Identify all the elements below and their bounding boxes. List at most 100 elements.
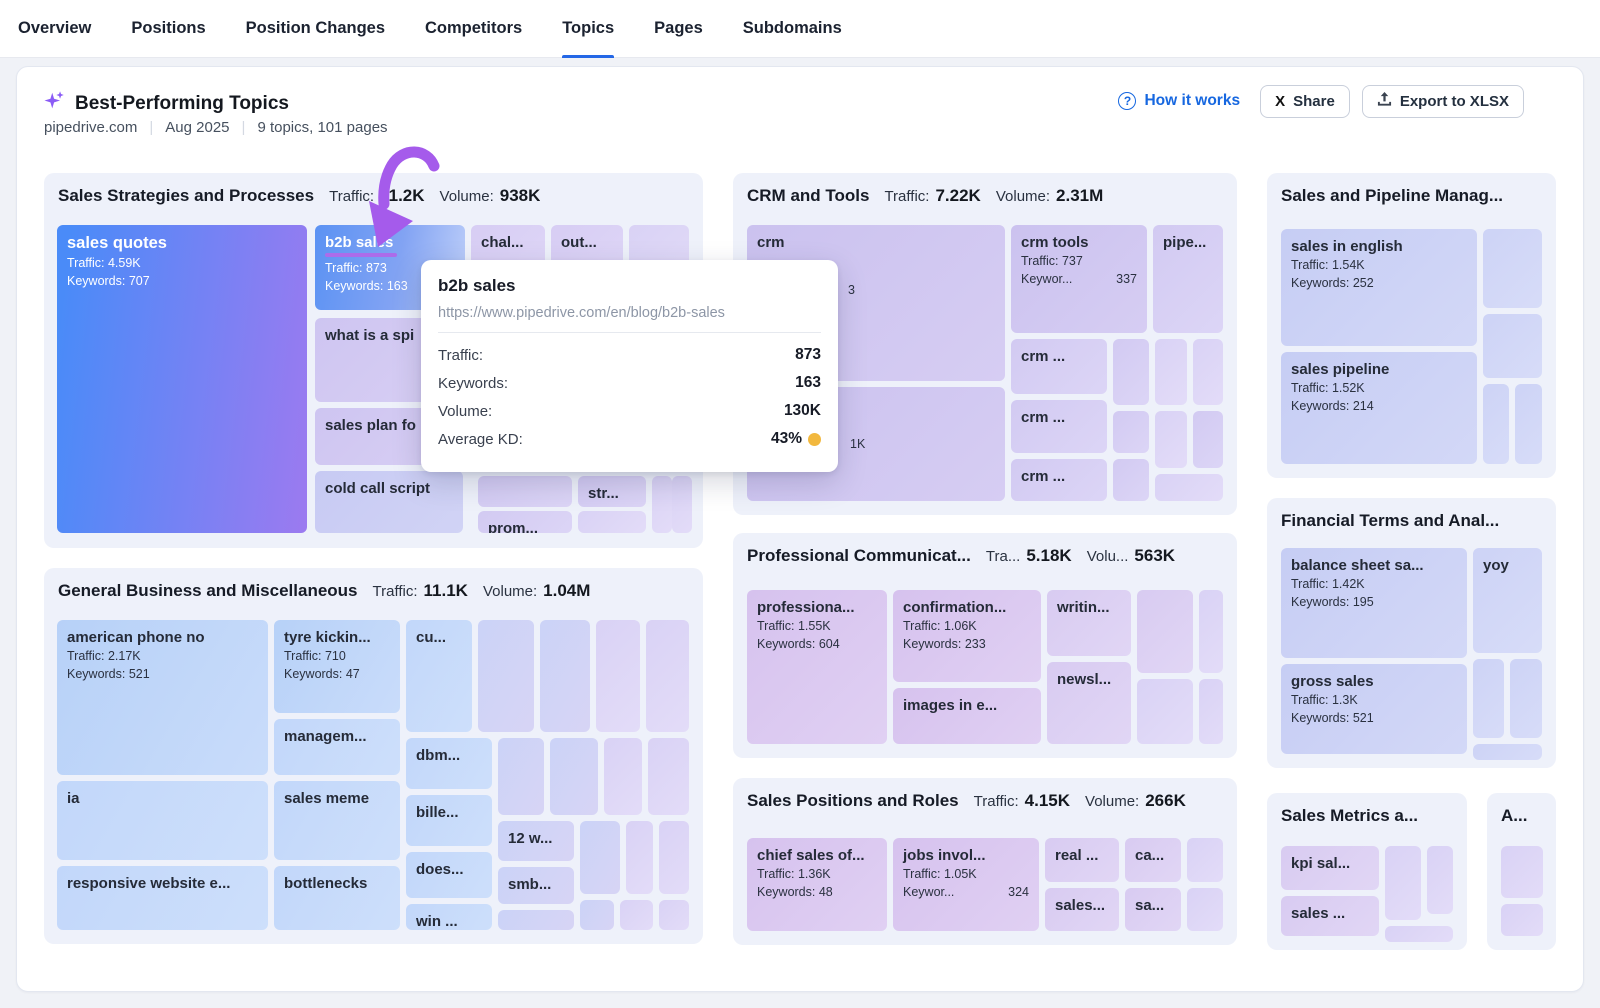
treemap-tile-unlabeled[interactable]: [672, 476, 692, 533]
tab-overview[interactable]: Overview: [18, 19, 92, 37]
treemap-tile-unlabeled[interactable]: [1501, 904, 1543, 936]
tile-label: images in e...: [903, 697, 998, 714]
treemap-tile-kpi-sal[interactable]: kpi sal...: [1281, 846, 1379, 890]
treemap-tile-unlabeled[interactable]: [498, 738, 544, 815]
treemap-tile-american-phone-no[interactable]: american phone no Traffic: 2.17K Keywords:…: [57, 620, 268, 775]
treemap-tile-ia[interactable]: ia: [57, 781, 268, 860]
treemap-tile-ca[interactable]: ca...: [1125, 838, 1181, 882]
share-button[interactable]: X Share: [1260, 84, 1350, 118]
tab-pages[interactable]: Pages: [654, 19, 703, 37]
tooltip-url[interactable]: https://www.pipedrive.com/en/blog/b2b-sa…: [438, 305, 725, 321]
treemap-tile-writin[interactable]: writin...: [1047, 590, 1131, 656]
treemap-tile-confirmation[interactable]: confirmation... Traffic: 1.06K Keywords: 2…: [893, 590, 1041, 682]
treemap-tile-unlabeled[interactable]: [659, 900, 689, 930]
treemap-tile-unlabeled[interactable]: [1199, 590, 1223, 673]
treemap-tile-unlabeled[interactable]: [1113, 339, 1149, 405]
treemap-tile-12-w[interactable]: 12 w...: [498, 821, 574, 861]
treemap-tile-jobs-invol[interactable]: jobs invol... Traffic: 1.05K Keywor... 324: [893, 838, 1039, 931]
treemap-tile-unlabeled[interactable]: [1483, 314, 1542, 378]
treemap-tile-professiona[interactable]: professiona... Traffic: 1.55K Keywords: 60…: [747, 590, 887, 744]
treemap-tile-bottlenecks[interactable]: bottlenecks: [274, 866, 400, 930]
treemap-tile-unlabeled[interactable]: [1510, 659, 1542, 738]
tab-positions[interactable]: Positions: [131, 19, 206, 37]
treemap-tile-managem[interactable]: managem...: [274, 719, 400, 775]
treemap-tile-unlabeled[interactable]: [1137, 590, 1193, 673]
treemap-tile-unlabeled[interactable]: [646, 620, 689, 732]
treemap-tile-crm[interactable]: crm ...: [1011, 339, 1107, 394]
treemap-tile-unlabeled[interactable]: [478, 620, 534, 732]
tab-position-changes[interactable]: Position Changes: [245, 19, 386, 37]
treemap-tile-responsive-website-e[interactable]: responsive website e...: [57, 866, 268, 930]
treemap-tile-tyre-kickin[interactable]: tyre kickin... Traffic: 710 Keywords: 47: [274, 620, 400, 713]
treemap-tile-cu[interactable]: cu...: [406, 620, 472, 732]
treemap-tile-unlabeled[interactable]: [659, 821, 689, 894]
treemap-tile-unlabeled[interactable]: [1193, 411, 1223, 468]
treemap-tile-unlabeled[interactable]: [478, 476, 572, 507]
treemap-tile-win[interactable]: win ...: [406, 904, 492, 930]
treemap-tile-str[interactable]: str...: [578, 476, 646, 507]
treemap-tile-balance-sheet-sa[interactable]: balance sheet sa... Traffic: 1.42K Keyword…: [1281, 548, 1467, 658]
treemap-tile-unlabeled[interactable]: [498, 910, 574, 930]
treemap-tile-images-in-e[interactable]: images in e...: [893, 688, 1041, 744]
treemap-tile-cold-call-script[interactable]: cold call script: [315, 471, 463, 533]
treemap-tile-sales-meme[interactable]: sales meme: [274, 781, 400, 860]
treemap-tile-gross-sales[interactable]: gross sales Traffic: 1.3K Keywords: 521: [1281, 664, 1467, 754]
treemap-tile-yoy[interactable]: yoy: [1473, 548, 1542, 653]
treemap-tile-sales[interactable]: sales ...: [1281, 896, 1379, 936]
treemap-tile-sa[interactable]: sa...: [1125, 888, 1181, 931]
export-xlsx-button[interactable]: Export to XLSX: [1361, 84, 1524, 118]
treemap-tile-unlabeled[interactable]: [578, 511, 646, 533]
treemap-tile-sales-pipeline[interactable]: sales pipeline Traffic: 1.52K Keywords: 21…: [1281, 352, 1477, 464]
tab-topics[interactable]: Topics: [562, 0, 614, 58]
treemap-tile-unlabeled[interactable]: [1483, 229, 1542, 308]
treemap-tile-unlabeled[interactable]: [1473, 659, 1504, 738]
treemap-tile-crm[interactable]: crm ...: [1011, 400, 1107, 453]
treemap-tile-unlabeled[interactable]: [540, 620, 590, 732]
treemap-tile-unlabeled[interactable]: [550, 738, 598, 815]
treemap-tile-unlabeled[interactable]: [1515, 384, 1542, 464]
treemap-tile-unlabeled[interactable]: [1155, 339, 1187, 405]
treemap-tile-crm[interactable]: crm ...: [1011, 459, 1107, 501]
treemap-tile-unlabeled[interactable]: [1193, 339, 1223, 405]
treemap-tile-unlabeled[interactable]: [620, 900, 653, 930]
treemap-tile-unlabeled[interactable]: [626, 821, 653, 894]
treemap-tile-unlabeled[interactable]: [1199, 679, 1223, 744]
treemap-tile-unlabeled[interactable]: [652, 476, 672, 533]
tab-subdomains[interactable]: Subdomains: [742, 19, 842, 37]
treemap-tile-unlabeled[interactable]: [648, 738, 689, 815]
treemap-tile-pipe[interactable]: pipe...: [1153, 225, 1223, 333]
treemap-tile-does[interactable]: does...: [406, 852, 492, 898]
treemap-tile-unlabeled[interactable]: [604, 738, 642, 815]
treemap-tile-unlabeled[interactable]: [1113, 459, 1149, 501]
treemap-tile-unlabeled[interactable]: [1483, 384, 1509, 464]
treemap-tile-unlabeled[interactable]: [580, 900, 614, 930]
treemap-tile-unlabeled[interactable]: [1427, 846, 1453, 914]
treemap-tile-unlabeled[interactable]: [1155, 474, 1223, 501]
treemap-tile-sales[interactable]: sales...: [1045, 888, 1119, 931]
treemap-tile-unlabeled[interactable]: [1113, 411, 1149, 453]
treemap-tile-bille[interactable]: bille...: [406, 795, 492, 846]
treemap-tile-newsl[interactable]: newsl...: [1047, 662, 1131, 744]
treemap-tile-crm-tools[interactable]: crm tools Traffic: 737 Keywor... 337: [1011, 225, 1147, 333]
treemap-tile-smb[interactable]: smb...: [498, 867, 574, 904]
treemap-tile-real[interactable]: real ...: [1045, 838, 1119, 882]
treemap-tile-unlabeled[interactable]: [1473, 744, 1542, 760]
treemap-tile-unlabeled[interactable]: [1137, 679, 1193, 744]
treemap-tile-unlabeled[interactable]: [596, 620, 640, 732]
how-it-works-link[interactable]: ? How it works: [1118, 92, 1240, 110]
treemap-tile-unlabeled[interactable]: [1501, 846, 1543, 898]
treemap-tile-dbm[interactable]: dbm...: [406, 738, 492, 789]
tile-traffic: Traffic: 1.36K: [757, 867, 831, 881]
treemap-tile-unlabeled[interactable]: [580, 821, 620, 894]
treemap-tile-unlabeled[interactable]: [1155, 411, 1187, 468]
tab-competitors[interactable]: Competitors: [425, 19, 523, 37]
treemap-tile-sales-in-english[interactable]: sales in english Traffic: 1.54K Keywords: …: [1281, 229, 1477, 346]
treemap-tile-sales-quotes[interactable]: sales quotes Traffic: 4.59K Keywords: 707: [57, 225, 307, 533]
treemap-tile-unlabeled[interactable]: [1187, 838, 1223, 882]
treemap-tile-unlabeled[interactable]: [1385, 926, 1453, 942]
date-label[interactable]: Aug 2025: [165, 119, 230, 136]
treemap-tile-prom[interactable]: prom...: [478, 511, 572, 533]
treemap-tile-chief-sales-of[interactable]: chief sales of... Traffic: 1.36K Keywords:…: [747, 838, 887, 931]
treemap-tile-unlabeled[interactable]: [1187, 888, 1223, 931]
treemap-tile-unlabeled[interactable]: [1385, 846, 1421, 920]
